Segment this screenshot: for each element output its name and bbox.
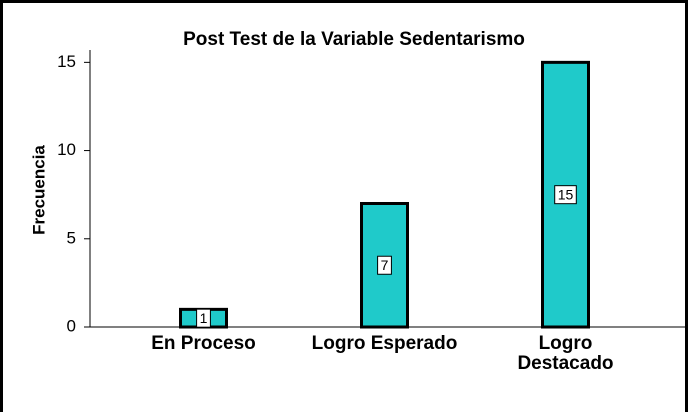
y-tick-label: 15 bbox=[57, 52, 76, 71]
x-tick-label: Logro Destacado bbox=[517, 333, 614, 374]
data-label-box bbox=[554, 185, 577, 205]
y-axis-label: Frecuencia bbox=[29, 145, 48, 235]
y-tick-label: 0 bbox=[67, 316, 76, 335]
x-tick-label: En Proceso bbox=[151, 333, 256, 354]
y-tick-label: 10 bbox=[57, 140, 76, 159]
data-label-box bbox=[196, 308, 211, 328]
x-tick-label: Logro Esperado bbox=[311, 333, 458, 354]
data-label: 1 bbox=[200, 310, 208, 326]
bar bbox=[360, 201, 409, 329]
y-tick-label: 5 bbox=[67, 228, 76, 247]
data-label: 7 bbox=[381, 257, 389, 273]
data-label-box bbox=[377, 255, 392, 275]
data-label: 15 bbox=[558, 186, 574, 202]
chart-title: Post Test de la Variable Sedentarismo bbox=[183, 29, 525, 50]
